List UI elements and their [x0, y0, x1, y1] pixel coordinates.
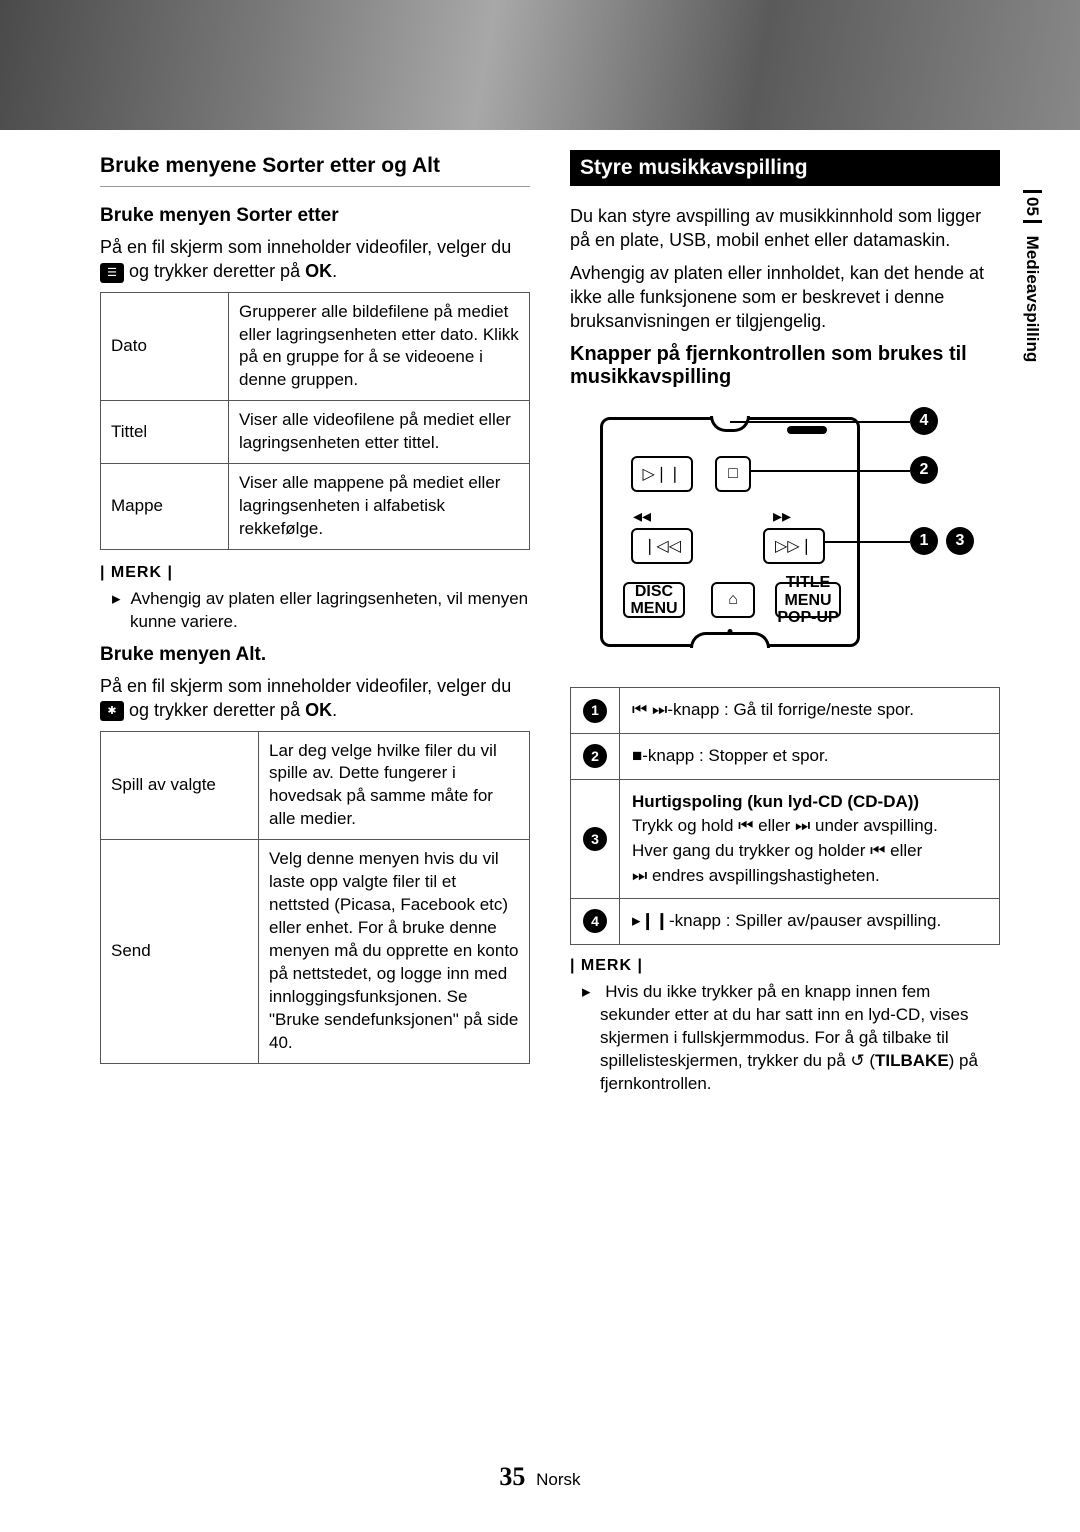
right-para2: Avhengig av platen eller innholdet, kan …: [570, 261, 1000, 334]
chapter-number: 05: [1023, 190, 1042, 223]
left-intro1: På en fil skjerm som inneholder videofil…: [100, 235, 530, 284]
merk-2: | MERK |: [570, 957, 1000, 975]
intro2a: På en fil skjerm som inneholder videofil…: [100, 676, 511, 696]
callout-4-text: ▸❙❙-knapp : Spiller av/pauser avspilling…: [620, 899, 1000, 945]
intro1a: På en fil skjerm som inneholder videofil…: [100, 237, 511, 257]
lead-13: [825, 541, 910, 543]
callout-3-l2: Hver gang du trykker og holder ⏮ eller: [632, 841, 922, 860]
table-row: Tittel Viser alle videofilene på mediet …: [101, 401, 530, 464]
callout-1-text: ⏮ ⏭-knapp : Gå til forrige/neste spor.: [620, 688, 1000, 734]
intro2b: og trykker deretter på: [124, 700, 305, 720]
left-note1: Avhengig av platen eller lagringsenheten…: [100, 588, 530, 634]
callout-3-l1: Trykk og hold ⏮ eller ⏭ under avspilling…: [632, 816, 938, 835]
table-row: 4 ▸❙❙-knapp : Spiller av/pauser avspilli…: [571, 899, 1000, 945]
side-tab: 05 Medieavspilling: [1022, 190, 1042, 362]
left-sub2: Bruke menyen Alt.: [100, 644, 530, 666]
callout-table: 1 ⏮ ⏭-knapp : Gå til forrige/neste spor.…: [570, 687, 1000, 944]
callout-marker-4: 4: [910, 407, 938, 435]
table-row: Mappe Viser alle mappene på mediet eller…: [101, 464, 530, 550]
chapter-title: Medieavspilling: [1023, 236, 1042, 363]
play-pause-button: ▷❘❘: [631, 456, 693, 492]
sort-dato-desc: Grupperer alle bildefilene på mediet ell…: [229, 292, 530, 401]
callout-2-text: ■-knapp : Stopper et spor.: [620, 734, 1000, 780]
remote-illustration: ▷❘❘ □ ◂◂ ▸▸ ❘◁◁ ▷▷❘ DISC MENU ⌂ TITLE ME…: [570, 407, 1000, 667]
callout-3-text: Hurtigspoling (kun lyd-CD (CD-DA)) Trykk…: [620, 779, 1000, 899]
home-button: ⌂: [711, 582, 755, 618]
callout-3-num: 3: [571, 779, 620, 899]
disc-menu-l1: DISC: [635, 583, 673, 601]
sort-tittel-label: Tittel: [101, 401, 229, 464]
callout-marker-1: 1: [910, 527, 938, 555]
sort-mappe-desc: Viser alle mappene på mediet eller lagri…: [229, 464, 530, 550]
right-note-bold: TILBAKE: [875, 1051, 949, 1070]
ok-1: OK: [305, 261, 332, 281]
stop-button: □: [715, 456, 751, 492]
table-row: 1 ⏮ ⏭-knapp : Gå til forrige/neste spor.: [571, 688, 1000, 734]
left-column: Bruke menyene Sorter etter og Alt Bruke …: [100, 150, 530, 1102]
callout-1-num: 1: [571, 688, 620, 734]
remote-slot: [787, 426, 827, 434]
page-footer: 35 Norsk: [0, 1462, 1080, 1492]
disc-menu-l2: MENU: [630, 600, 677, 618]
title-menu-l1: TITLE MENU: [777, 574, 839, 609]
right-column: Styre musikkavspilling Du kan styre avsp…: [570, 150, 1000, 1102]
page-number: 35: [499, 1462, 525, 1491]
alt-spill-label: Spill av valgte: [101, 731, 259, 840]
title-menu-l2: POP-UP: [777, 609, 838, 627]
table-row: Send Velg denne menyen hvis du vil laste…: [101, 840, 530, 1063]
header-gradient: [0, 0, 1080, 130]
table-row: 3 Hurtigspoling (kun lyd-CD (CD-DA)) Try…: [571, 779, 1000, 899]
prev-button: ❘◁◁: [631, 528, 693, 564]
callout-4-num: 4: [571, 899, 620, 945]
sort-dato-label: Dato: [101, 292, 229, 401]
list-icon: ☰: [100, 263, 124, 283]
page-lang: Norsk: [536, 1470, 580, 1489]
lead-4: [730, 421, 910, 423]
alt-spill-desc: Lar deg velge hvilke filer du vil spille…: [259, 731, 530, 840]
left-sub1: Bruke menyen Sorter etter: [100, 205, 530, 227]
merk-1: | MERK |: [100, 564, 530, 582]
alt-send-label: Send: [101, 840, 259, 1063]
left-intro2: På en fil skjerm som inneholder videofil…: [100, 674, 530, 723]
right-note: Hvis du ikke trykker på en knapp innen f…: [570, 981, 1000, 1096]
callout-3-title: Hurtigspoling (kun lyd-CD (CD-DA)): [632, 792, 919, 811]
next-button: ▷▷❘: [763, 528, 825, 564]
table-row: 2 ■-knapp : Stopper et spor.: [571, 734, 1000, 780]
table-row: Dato Grupperer alle bildefilene på medie…: [101, 292, 530, 401]
callout-3-l3: ⏭ endres avspillingshastigheten.: [632, 866, 880, 885]
alt-table: Spill av valgte Lar deg velge hvilke fil…: [100, 731, 530, 1064]
right-para1: Du kan styre avspilling av musikkinnhold…: [570, 204, 1000, 253]
fastfwd-indicator: ▸▸: [773, 506, 791, 527]
disc-menu-button: DISC MENU: [623, 582, 685, 618]
callout-2-num: 2: [571, 734, 620, 780]
gear-icon: ✱: [100, 701, 124, 721]
left-heading: Bruke menyene Sorter etter og Alt: [100, 150, 530, 187]
callout-marker-3: 3: [946, 527, 974, 555]
right-sub: Knapper på fjernkontrollen som brukes ti…: [570, 343, 1000, 389]
lead-2: [750, 470, 910, 472]
callout-marker-2: 2: [910, 456, 938, 484]
sort-tittel-desc: Viser alle videofilene på mediet eller l…: [229, 401, 530, 464]
intro1b: og trykker deretter på: [124, 261, 305, 281]
ok-2: OK: [305, 700, 332, 720]
remote-top-arc: [710, 416, 750, 432]
remote-bottom-arc: [690, 632, 770, 648]
rewind-indicator: ◂◂: [633, 506, 651, 527]
table-row: Spill av valgte Lar deg velge hvilke fil…: [101, 731, 530, 840]
right-heading: Styre musikkavspilling: [570, 150, 1000, 186]
page-body: Bruke menyene Sorter etter og Alt Bruke …: [0, 130, 1080, 1102]
title-menu-button: TITLE MENU POP-UP: [775, 582, 841, 618]
sort-table: Dato Grupperer alle bildefilene på medie…: [100, 292, 530, 550]
alt-send-desc: Velg denne menyen hvis du vil laste opp …: [259, 840, 530, 1063]
sort-mappe-label: Mappe: [101, 464, 229, 550]
remote-body: ▷❘❘ □ ◂◂ ▸▸ ❘◁◁ ▷▷❘ DISC MENU ⌂ TITLE ME…: [600, 417, 860, 647]
